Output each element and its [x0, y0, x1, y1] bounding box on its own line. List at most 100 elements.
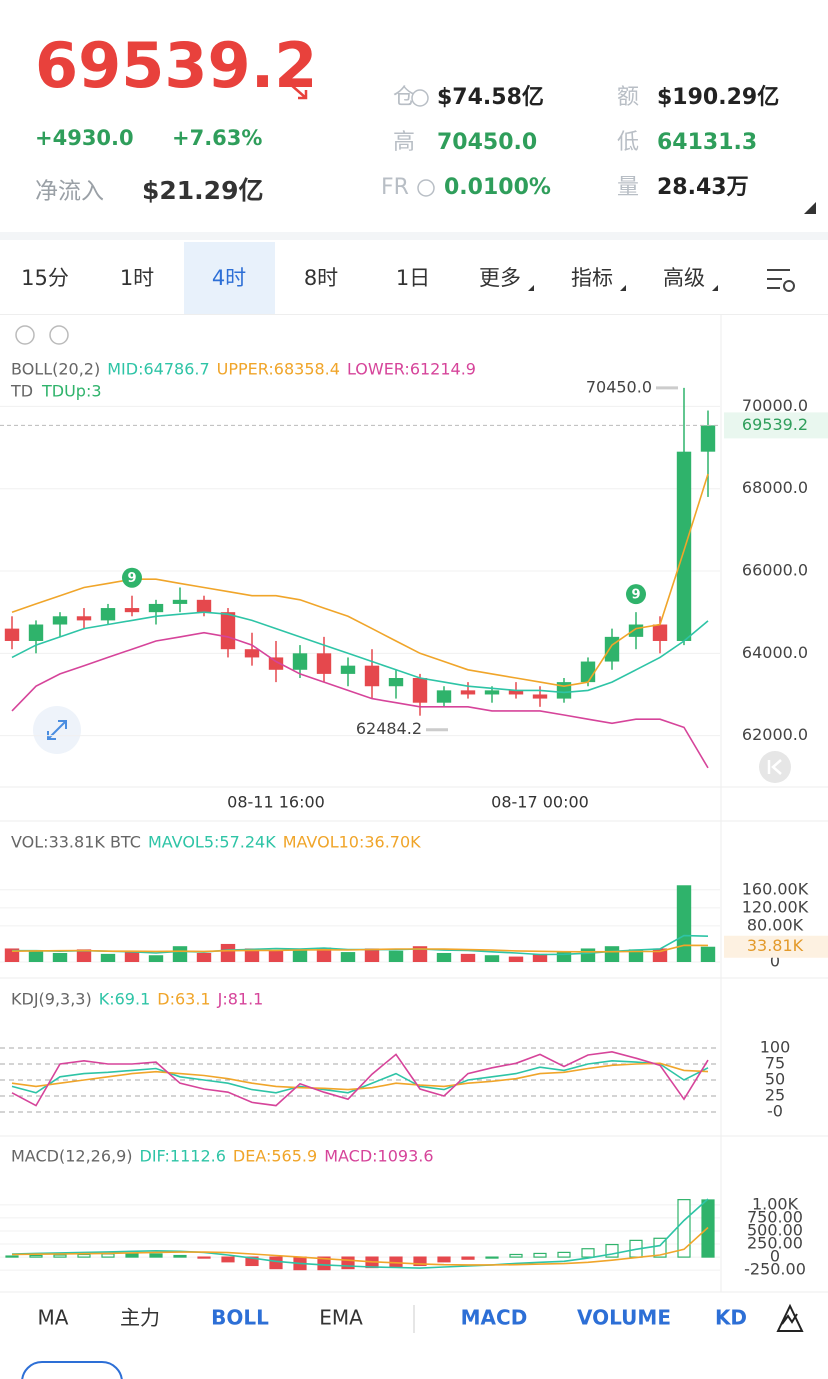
candle-body [604, 636, 620, 662]
indicator-tab[interactable]: EMA [319, 1306, 363, 1330]
macd-bar [269, 1256, 283, 1270]
candle-body [676, 451, 692, 641]
active-tab-bg [184, 242, 275, 314]
sub-indicator-tab[interactable]: MACD [461, 1306, 528, 1330]
menu-tab[interactable]: 指标 [571, 266, 613, 290]
sub-indicator-tab[interactable]: VOLUME [577, 1306, 671, 1330]
volume-bar [676, 885, 692, 962]
indicator-tab[interactable]: MA [38, 1306, 69, 1330]
y-tick-label: 62000.0 [742, 725, 808, 744]
legend-entry: LOWER:61214.9 [347, 360, 476, 379]
volume-bar [316, 947, 332, 962]
timeframe-tab[interactable]: 1时 [120, 266, 154, 290]
timeframe-tab[interactable]: 8时 [304, 266, 338, 290]
indicator-line [11, 1198, 709, 1269]
macd-bar [29, 1254, 43, 1258]
indicator-title: MACD(12,26,9) [11, 1147, 133, 1166]
macd-bar [581, 1248, 595, 1258]
menu-tab[interactable]: 高级 [663, 266, 705, 290]
td-marker: 9 [631, 588, 640, 603]
stat-label: 低 [617, 130, 639, 155]
candle-body [244, 649, 260, 658]
macd-bar [413, 1256, 427, 1267]
td-badge [122, 567, 142, 588]
down-arrow [289, 83, 308, 100]
candle-body [52, 616, 68, 625]
help-icon[interactable] [411, 89, 429, 107]
stat-label: 量 [617, 175, 639, 200]
indicator-line [11, 1226, 709, 1266]
y-tick-label: 0 [770, 952, 780, 971]
divider [0, 232, 828, 240]
volume-bar [196, 952, 212, 962]
volume-bar [220, 943, 236, 962]
candle-body [508, 690, 524, 695]
macd-bar [149, 1253, 163, 1258]
gear-icon[interactable] [49, 325, 69, 345]
timeframe-tab[interactable]: 4时 [212, 266, 246, 290]
menu-tab[interactable]: 更多 [479, 266, 521, 290]
scroll-icon [767, 759, 782, 775]
price-change-pct: +7.63% [172, 126, 262, 150]
volume-bar [172, 946, 188, 962]
settings-icon[interactable] [767, 269, 795, 292]
stat-value: 64131.3 [657, 130, 757, 155]
candle-body [148, 603, 164, 613]
candle-body [196, 599, 212, 613]
macd-bar [677, 1199, 691, 1258]
bottom-nav-pill[interactable] [21, 1361, 123, 1379]
indicator-tabs: MA 主力 BOLL EMA MACD VOLUME KD [38, 1306, 748, 1330]
stat-value: 0.0100% [444, 175, 551, 200]
y-tick-label: 66000.0 [742, 561, 808, 580]
y-tick-label: 68000.0 [742, 478, 808, 497]
high-marker-label: 70450.0 [586, 377, 652, 396]
timeframe-tab[interactable]: 1日 [396, 266, 430, 290]
indicator-title: VOL:33.81K BTC [11, 833, 141, 852]
candle-body [28, 624, 44, 641]
volume-bar [148, 955, 164, 962]
scroll-latest-button[interactable] [759, 751, 791, 783]
macd-bar [125, 1253, 139, 1258]
help-icon[interactable] [417, 179, 435, 197]
divider [0, 314, 828, 315]
indicator-line [11, 1062, 709, 1091]
volume-bar [580, 948, 596, 962]
macd-bar [437, 1256, 451, 1263]
stat-label: 高 [393, 130, 415, 155]
macd-bar [53, 1254, 67, 1258]
expand-triangle[interactable] [804, 202, 816, 214]
macd-bar [317, 1256, 331, 1271]
legend-entry: D:63.1 [157, 990, 210, 1009]
candle-body [292, 653, 308, 670]
timeframe-tab[interactable]: 15分 [21, 266, 69, 290]
macd-bar [557, 1251, 571, 1258]
legend-entry: MAVOL10:36.70K [283, 833, 421, 852]
price-change: +4930.0 [35, 126, 134, 150]
td-label: TD [10, 382, 33, 401]
menu-caret [712, 285, 718, 291]
macd-bar [245, 1256, 259, 1267]
net-inflow-label: 净流入 [35, 179, 104, 205]
candle-body [4, 628, 20, 641]
macd-bar [461, 1256, 475, 1260]
macd-bar [77, 1253, 91, 1258]
y-tick-label: 120.00K [742, 897, 809, 916]
indicator-line [11, 1050, 709, 1107]
sub-indicator-tab[interactable]: KD [715, 1306, 747, 1330]
collapse-icon[interactable] [15, 325, 35, 345]
candle-body [100, 608, 116, 621]
menu-caret [620, 285, 626, 291]
y-tick-label: 1.00K [752, 1194, 799, 1213]
macd-bar [485, 1256, 499, 1259]
draw-tool-icon[interactable] [776, 1303, 804, 1332]
indicator-tab[interactable]: 主力 [120, 1306, 160, 1330]
macd-bar [173, 1254, 187, 1258]
indicator-tab[interactable]: BOLL [211, 1306, 269, 1330]
legend-entry: MACD:1093.6 [324, 1147, 433, 1166]
td-badge [626, 584, 646, 605]
stat-value: $190.29亿 [657, 85, 779, 110]
candle-body [652, 624, 668, 641]
candle-body [364, 665, 380, 687]
td-value: TDUp:3 [41, 382, 102, 401]
